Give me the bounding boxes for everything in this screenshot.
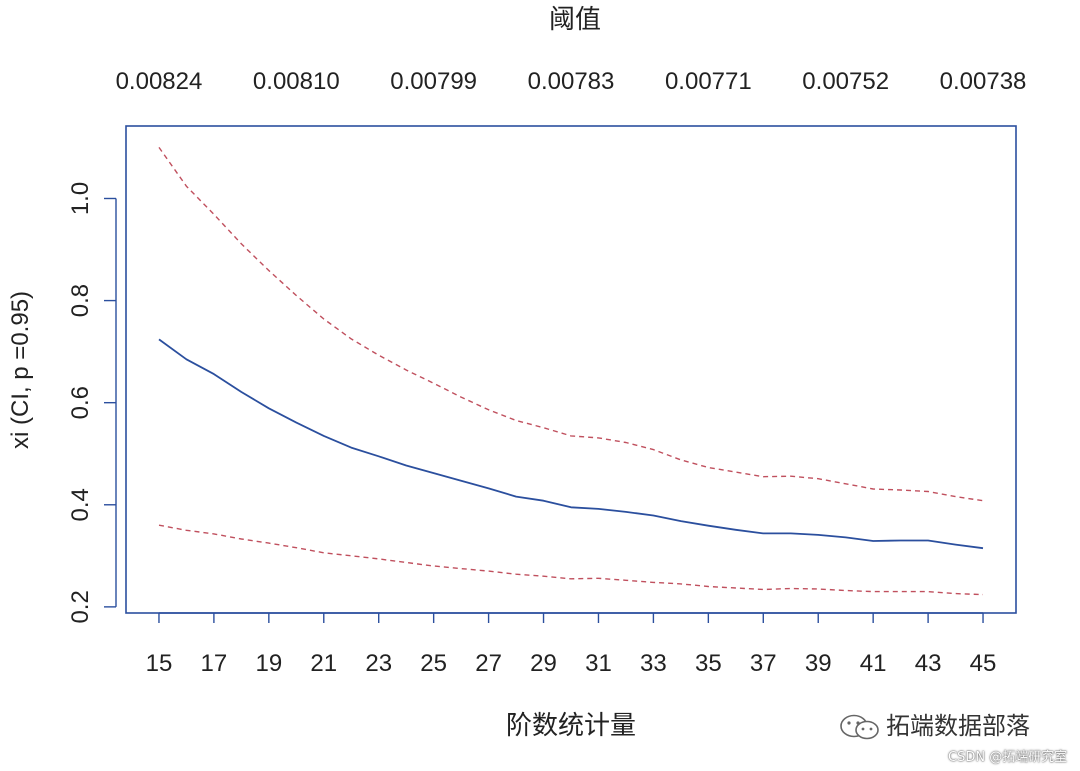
series-line-lower [158, 524, 984, 596]
x-tick-label: 17 [201, 650, 228, 677]
top-tick-label: 0.00799 [390, 68, 477, 95]
series-line-upper [158, 146, 984, 502]
x-tick-label: 35 [695, 650, 722, 677]
top-tick-label: 0.00824 [116, 68, 203, 95]
x-tick-label: 45 [970, 650, 997, 677]
top-tick-label: 0.00810 [253, 68, 340, 95]
series-layer [158, 146, 984, 596]
top-tick-label: 0.00738 [940, 68, 1027, 95]
x-tick-label: 25 [420, 650, 447, 677]
top-tick-label: 0.00752 [802, 68, 889, 95]
top-tick-label: 0.00771 [665, 68, 752, 95]
y-axis: 0.2 0.4 0.6 0.8 1.0 [67, 182, 117, 624]
x-tick-label: 43 [915, 650, 942, 677]
x-tick-label: 15 [146, 650, 173, 677]
top-axis-ticks: 0.00824 0.00810 0.00799 0.00783 0.00771 0.007… [116, 68, 1027, 95]
x-tick-label: 23 [365, 650, 392, 677]
x-tick-label: 19 [255, 650, 282, 677]
y-tick-label: 0.2 [67, 590, 94, 623]
watermark-secondary: CSDN @拓端研究室 [948, 750, 1068, 765]
y-axis-title: xi (CI, p =0.95) [7, 291, 34, 449]
wechat-icon [840, 714, 879, 740]
watermark-primary-text: 拓端数据部落 [886, 712, 1030, 740]
x-tick-label: 31 [585, 650, 612, 677]
x-tick-label: 27 [475, 650, 502, 677]
top-axis-title: 阈值 [549, 5, 601, 35]
watermark-primary: 拓端数据部落 [838, 706, 1030, 741]
x-tick-label: 37 [750, 650, 777, 677]
x-tick-label: 39 [805, 650, 832, 677]
top-tick-label: 0.00783 [528, 68, 615, 95]
y-tick-label: 0.8 [67, 284, 94, 317]
y-tick-label: 1.0 [67, 182, 94, 215]
x-axis: 15 17 19 21 23 25 27 29 31 33 35 37 39 41 43 45 [146, 612, 997, 677]
x-axis-title: 阶数统计量 [506, 711, 636, 741]
y-tick-label: 0.6 [67, 386, 94, 419]
x-tick-label: 33 [640, 650, 667, 677]
x-tick-label: 41 [860, 650, 887, 677]
x-tick-label: 29 [530, 650, 557, 677]
x-tick-label: 21 [310, 650, 337, 677]
y-tick-label: 0.4 [67, 488, 94, 521]
series-line-estimate [158, 338, 984, 550]
